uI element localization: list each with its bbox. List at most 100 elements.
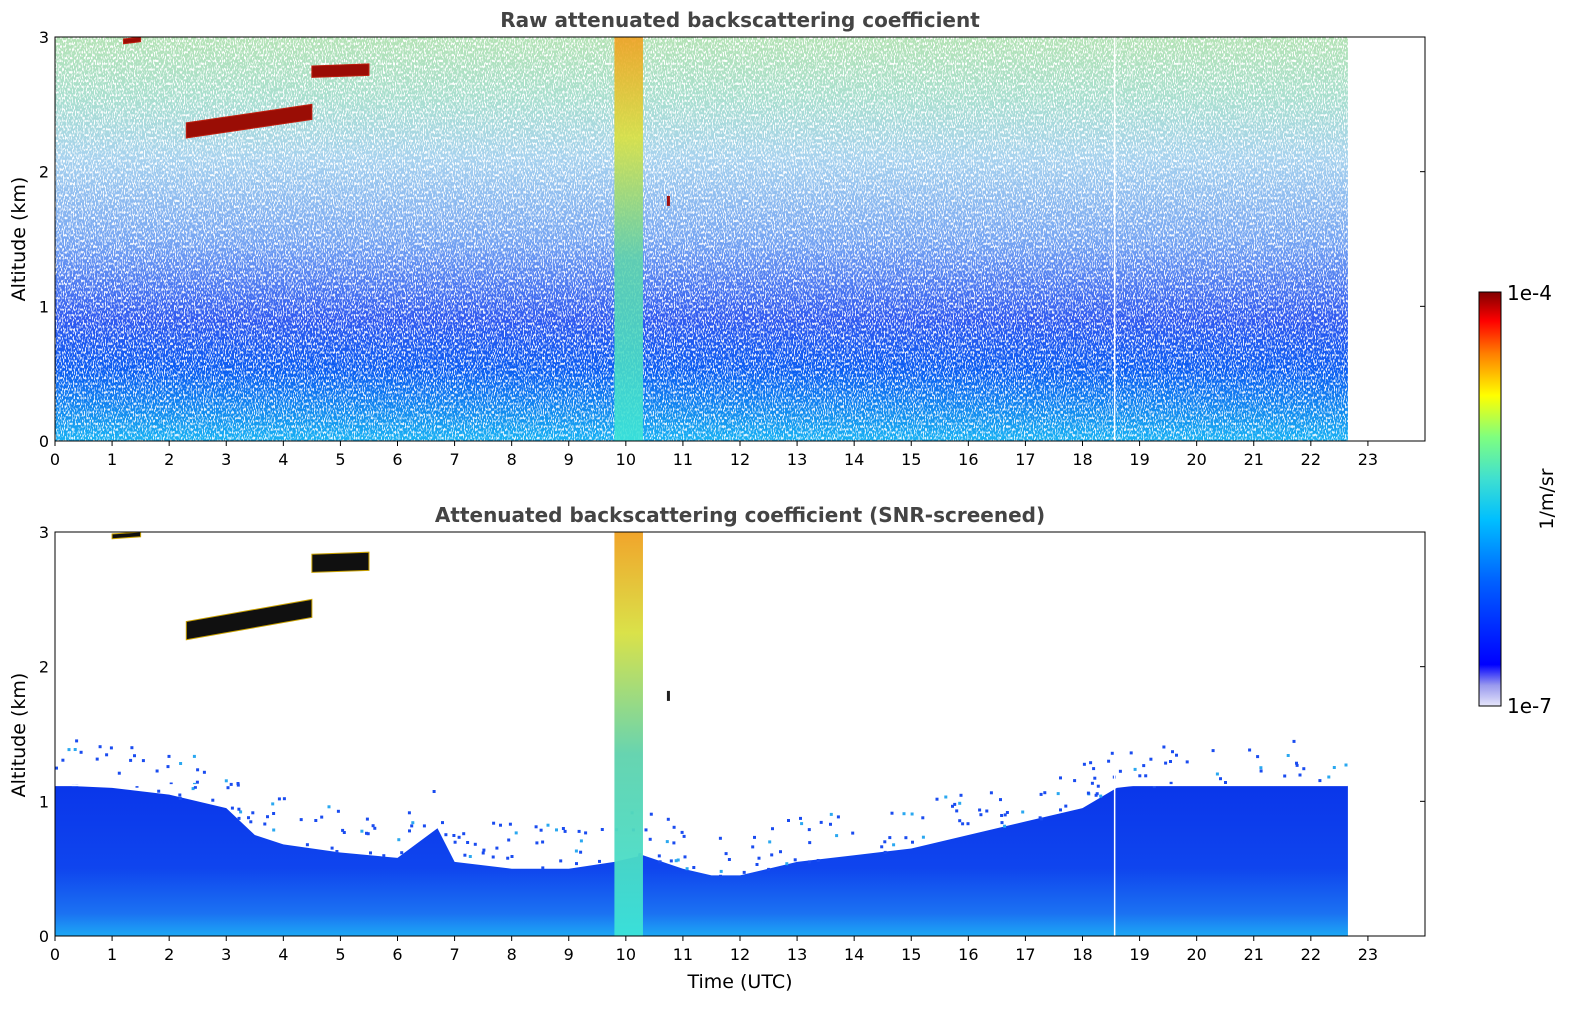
raw-panel: Raw attenuated backscattering coefficien… xyxy=(8,8,1426,469)
snr-edge-pixel xyxy=(1169,781,1173,785)
raw-isolated-echo xyxy=(666,195,670,206)
colorbar-max-label: 1e-4 xyxy=(1507,281,1552,305)
snr-edge-pixel xyxy=(921,816,925,820)
snr-edge-pixel xyxy=(787,819,790,822)
snr-edge-pixel xyxy=(441,821,444,825)
snr-edge-pixel xyxy=(1073,779,1077,783)
snr-edge-pixel xyxy=(1096,784,1100,788)
snr-edge-pixel xyxy=(719,869,723,873)
snr-edge-pixel xyxy=(272,812,276,815)
snr-edge-pixel xyxy=(371,824,375,828)
snr-edge-pixel xyxy=(1038,816,1042,820)
snr-edge-pixel xyxy=(541,840,545,844)
snr-edge-pixel xyxy=(793,858,797,862)
snr-edge-pixel xyxy=(1093,776,1097,780)
snr-edge-pixel xyxy=(247,816,250,820)
snr-edge-pixel xyxy=(807,828,811,832)
snr-precipitation-column xyxy=(614,532,643,936)
raw-xtick-label: 17 xyxy=(1015,450,1035,469)
snr-edge-pixel xyxy=(719,874,722,878)
snr-edge-pixel xyxy=(902,812,906,816)
snr-edge-pixel xyxy=(407,811,411,815)
snr-edge-pixel xyxy=(966,822,970,826)
snr-xtick-label: 6 xyxy=(392,945,402,964)
snr-edge-pixel xyxy=(195,780,199,784)
snr-edge-pixel xyxy=(1344,763,1348,767)
snr-edge-pixel xyxy=(682,834,686,838)
snr-edge-pixel xyxy=(1298,773,1302,777)
snr-edge-pixel xyxy=(807,860,811,864)
snr-x-axis: 0 1 2 3 4 5 6 7 8 9 10 11 12 13 14 15 16 17 18 19 20 21 22 23 xyxy=(50,936,1378,964)
snr-ytick-label: 2 xyxy=(39,658,49,677)
snr-edge-pixel xyxy=(757,856,761,860)
snr-edge-pixel xyxy=(1092,767,1096,771)
snr-edge-pixel xyxy=(559,859,563,863)
snr-edge-pixel xyxy=(320,815,324,819)
snr-edge-pixel xyxy=(1118,769,1122,773)
raw-xtick-label: 13 xyxy=(787,450,807,469)
snr-edge-pixel xyxy=(680,830,684,834)
snr-edge-pixel xyxy=(514,831,518,835)
snr-edge-pixel xyxy=(239,810,243,814)
snr-edge-pixel xyxy=(959,793,963,797)
snr-edge-pixel xyxy=(73,748,77,751)
raw-plot-area xyxy=(55,36,1348,441)
snr-edge-pixel xyxy=(768,840,772,844)
snr-edge-pixel xyxy=(829,822,832,826)
snr-edge-pixel xyxy=(1318,779,1322,783)
snr-xtick-label: 0 xyxy=(50,945,60,964)
snr-edge-pixel xyxy=(481,851,485,855)
snr-edge-pixel xyxy=(1332,766,1336,769)
snr-edge-pixel xyxy=(1211,749,1215,753)
snr-edge-pixel xyxy=(742,870,746,874)
snr-edge-pixel xyxy=(835,834,839,838)
snr-ytick-label: 3 xyxy=(39,523,49,542)
snr-title: Attenuated backscattering coefficient (S… xyxy=(435,503,1045,527)
snr-edge-pixel xyxy=(958,801,962,805)
snr-edge-pixel xyxy=(305,843,309,847)
snr-edge-pixel xyxy=(961,822,965,826)
snr-edge-pixel xyxy=(800,822,804,826)
snr-edge-pixel xyxy=(1256,755,1260,759)
snr-edge-pixel xyxy=(1259,766,1263,770)
raw-xtick-label: 2 xyxy=(164,450,174,469)
snr-xtick-label: 19 xyxy=(1129,945,1149,964)
snr-xtick-label: 22 xyxy=(1301,945,1321,964)
snr-edge-pixel xyxy=(880,845,884,849)
raw-data-gap xyxy=(1113,37,1116,441)
snr-edge-pixel xyxy=(133,754,136,758)
snr-edge-pixel xyxy=(836,815,840,819)
snr-edge-pixel xyxy=(600,828,604,831)
raw-xtick-label: 6 xyxy=(392,450,402,469)
snr-edge-pixel xyxy=(1094,793,1098,797)
snr-edge-pixel xyxy=(1000,821,1004,825)
snr-edge-pixel xyxy=(141,759,145,763)
snr-edge-pixel xyxy=(1164,761,1168,765)
snr-xtick-label: 23 xyxy=(1358,945,1378,964)
snr-xtick-label: 15 xyxy=(901,945,921,964)
snr-edge-pixel xyxy=(751,845,755,849)
snr-edge-pixel xyxy=(911,840,914,844)
snr-edge-pixel xyxy=(510,855,514,858)
raw-xtick-label: 0 xyxy=(50,450,60,469)
snr-data-gap xyxy=(1113,532,1116,936)
snr-edge-pixel xyxy=(1327,775,1331,779)
snr-edge-pixel xyxy=(178,796,182,800)
snr-xtick-label: 2 xyxy=(164,945,174,964)
snr-edge-pixel xyxy=(892,843,896,847)
snr-edge-pixel xyxy=(75,739,79,743)
snr-edge-pixel xyxy=(989,791,993,795)
snr-edge-pixel xyxy=(658,860,662,864)
raw-xtick-label: 15 xyxy=(901,450,921,469)
snr-edge-pixel xyxy=(400,851,404,855)
snr-edge-pixel xyxy=(819,820,823,824)
snr-edge-pixel xyxy=(453,840,457,844)
snr-edge-pixel xyxy=(1259,769,1263,773)
snr-edge-pixel xyxy=(888,836,892,840)
snr-edge-pixel xyxy=(770,853,774,857)
snr-edge-pixel xyxy=(226,786,230,790)
snr-edge-pixel xyxy=(1086,791,1090,795)
snr-edge-pixel xyxy=(373,826,377,830)
snr-edge-pixel xyxy=(649,812,653,816)
snr-edge-pixel xyxy=(644,828,648,832)
